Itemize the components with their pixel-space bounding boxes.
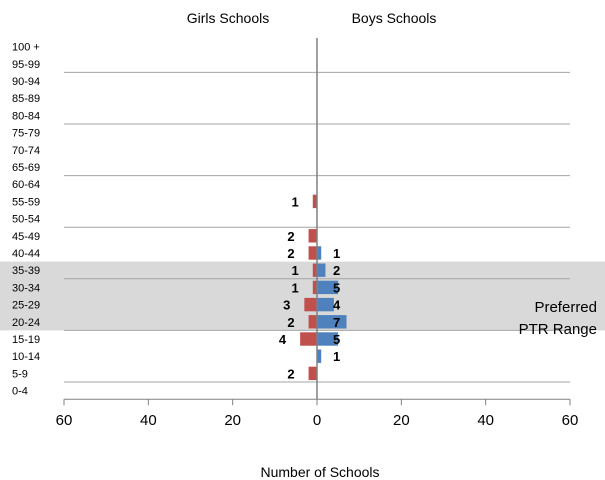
x-tick-label: 20 <box>224 412 241 429</box>
bars <box>300 194 347 381</box>
girls-value-label: 1 <box>292 280 299 295</box>
girls-bar-35-39 <box>312 263 317 277</box>
girls-bar-45-49 <box>308 229 317 243</box>
boys-value-label: 2 <box>333 263 340 278</box>
category-label: 5-9 <box>12 368 28 380</box>
x-tick-label: 40 <box>140 412 157 429</box>
category-label: 90-94 <box>12 76 40 88</box>
highlight-label-line2: PTR Range <box>519 321 597 338</box>
girls-value-label: 1 <box>292 263 299 278</box>
x-tick-marks <box>63 399 571 406</box>
highlight-label-line1: Preferred <box>534 299 597 316</box>
x-tick-label: 0 <box>313 412 321 429</box>
girls-value-label: 3 <box>283 298 290 313</box>
x-tick-labels: 60 40 20 0 20 40 60 <box>56 412 579 429</box>
girls-bar-15-19 <box>300 332 317 346</box>
girls-bar-40-44 <box>308 246 317 260</box>
highlight-band <box>0 261 605 331</box>
category-label: 75-79 <box>12 128 40 140</box>
girls-bar-5-9 <box>308 366 317 381</box>
category-label: 50-54 <box>12 214 40 226</box>
category-label: 45-49 <box>12 231 40 243</box>
girls-value-label: 2 <box>287 315 294 330</box>
boys-value-label: 5 <box>333 280 340 295</box>
category-label: 30-34 <box>12 282 40 294</box>
category-label: 40-44 <box>12 248 40 260</box>
boys-value-label: 5 <box>333 332 340 347</box>
x-tick-label: 60 <box>56 412 73 429</box>
girls-value-label: 1 <box>292 194 299 209</box>
boys-bar-30-34 <box>317 280 339 295</box>
category-label: 80-84 <box>12 110 40 122</box>
girls-bar-30-34 <box>312 280 317 295</box>
girls-bar-20-24 <box>308 315 317 329</box>
category-label: 35-39 <box>12 265 40 277</box>
category-label: 70-74 <box>12 145 40 157</box>
girls-value-label: 2 <box>287 366 294 381</box>
category-label: 60-64 <box>12 179 40 191</box>
boys-bar-40-44 <box>317 246 322 260</box>
girls-value-label: 2 <box>287 246 294 261</box>
category-label: 10-14 <box>12 351 40 363</box>
boys-value-label: 1 <box>333 246 340 261</box>
boys-value-label: 1 <box>333 349 340 364</box>
boys-bar-10-14 <box>317 349 322 363</box>
header-girls: Girls Schools <box>187 10 269 26</box>
category-label: 85-89 <box>12 93 40 105</box>
category-label: 95-99 <box>12 59 40 71</box>
x-axis-label: Number of Schools <box>260 464 379 480</box>
category-label: 100 + <box>12 42 40 54</box>
category-label: 65-69 <box>12 162 40 174</box>
x-tick-label: 40 <box>477 412 494 429</box>
girls-bar-55-59 <box>312 194 317 209</box>
x-tick-label: 20 <box>393 412 410 429</box>
category-label: 25-29 <box>12 300 40 312</box>
girls-bar-25-29 <box>304 297 317 312</box>
boys-value-label: 7 <box>333 315 340 330</box>
category-label: 20-24 <box>12 317 40 329</box>
boys-bar-25-29 <box>317 297 334 312</box>
girls-value-label: 4 <box>279 332 287 347</box>
girls-value-label: 2 <box>287 229 294 244</box>
boys-value-label: 4 <box>333 298 341 313</box>
x-tick-label: 60 <box>562 412 579 429</box>
boys-bar-35-39 <box>317 263 326 277</box>
boys-bar-15-19 <box>317 332 339 346</box>
boys-bar-20-24 <box>317 315 347 329</box>
category-labels: 100 + 95-99 90-94 85-89 80-84 75-79 70-74 65-69… <box>12 42 40 398</box>
category-label: 15-19 <box>12 334 40 346</box>
category-label: 55-59 <box>12 196 40 208</box>
category-label: 0-4 <box>12 386 28 398</box>
header-boys: Boys Schools <box>352 10 437 26</box>
